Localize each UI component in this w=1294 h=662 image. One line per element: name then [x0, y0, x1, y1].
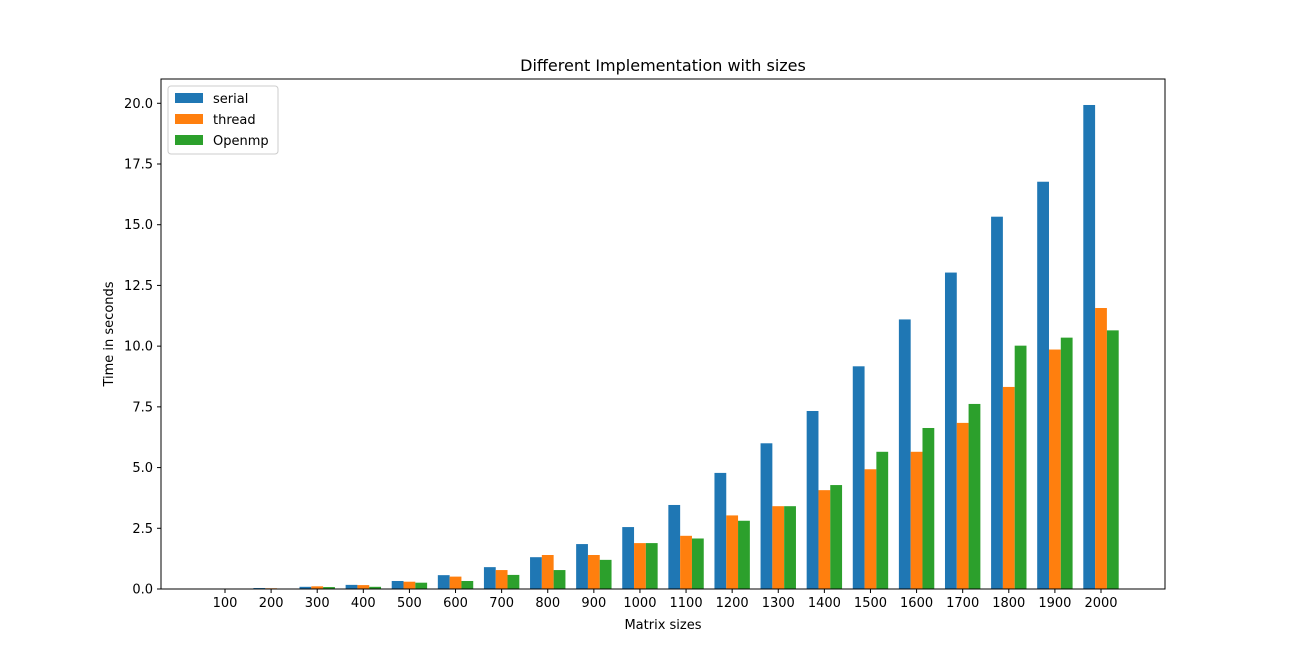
bar-serial-1900: [1037, 181, 1049, 590]
bar-thread-1200: [726, 515, 739, 589]
x-tick-label: 800: [535, 596, 560, 611]
bar-thread-1700: [956, 422, 969, 589]
x-tick-label: 1500: [854, 596, 887, 611]
bar-serial-1700: [944, 272, 957, 589]
y-tick-label: 7.5: [132, 400, 153, 415]
bar-serial-1400: [806, 410, 819, 589]
bar-serial-1300: [760, 443, 773, 589]
x-tick-label: 1300: [762, 596, 795, 611]
y-axis-label: Time in seconds: [102, 281, 117, 387]
bar-openmp-600: [461, 580, 474, 589]
x-tick-label: 600: [443, 596, 468, 611]
bar-serial-1000: [622, 527, 635, 589]
bar-openmp-1700: [968, 403, 981, 589]
x-tick-label: 2000: [1084, 596, 1117, 611]
bar-serial-900: [576, 544, 588, 589]
legend-label-openmp: Openmp: [213, 134, 269, 149]
x-tick-label: 1400: [808, 596, 841, 611]
bar-openmp-300: [323, 587, 335, 589]
bars-layer: [207, 104, 1119, 590]
x-tick-label: 1600: [900, 596, 933, 611]
x-tick-label: 300: [305, 596, 330, 611]
bar-thread-1600: [910, 451, 923, 589]
y-tick-label: 5.0: [132, 461, 153, 476]
x-tick-label: 100: [213, 596, 238, 611]
y-tick-label: 15.0: [124, 218, 153, 233]
x-axis-label: Matrix sizes: [624, 618, 701, 633]
bar-openmp-700: [507, 574, 520, 589]
plot-area-frame: [160, 78, 1166, 590]
bar-thread-1800: [1002, 386, 1015, 589]
bar-serial-600: [437, 575, 450, 589]
bar-serial-1800: [991, 216, 1003, 589]
bar-thread-1100: [680, 535, 692, 589]
y-tick-label: 17.5: [124, 158, 153, 173]
bar-openmp-800: [553, 570, 566, 589]
bar-serial-2000: [1083, 104, 1096, 590]
bar-thread-900: [587, 555, 600, 589]
bar-thread-300: [311, 586, 324, 589]
bar-thread-2000: [1095, 308, 1107, 589]
x-tick-label: 500: [397, 596, 422, 611]
bar-thread-400: [357, 585, 370, 589]
bar-openmp-1000: [645, 543, 658, 589]
x-tick-label: 1800: [992, 596, 1025, 611]
bar-serial-1200: [714, 472, 727, 589]
y-tick-label: 2.5: [132, 522, 153, 537]
bar-thread-700: [495, 570, 508, 589]
bar-openmp-900: [599, 559, 612, 589]
x-tick-label: 400: [351, 596, 376, 611]
bar-thread-1300: [772, 506, 785, 589]
bar-openmp-1800: [1014, 345, 1027, 589]
x-tick-label: 700: [489, 596, 514, 611]
bar-thread-500: [403, 581, 416, 589]
legend-swatch-thread: [175, 114, 203, 124]
x-tick-label: 1100: [670, 596, 703, 611]
chart-title: Different Implementation with sizes: [520, 56, 806, 75]
legend: serial thread Openmp: [167, 85, 279, 155]
bar-serial-400: [345, 584, 358, 589]
bar-thread-600: [449, 576, 462, 589]
y-tick-label: 0.0: [132, 583, 153, 598]
bar-openmp-1600: [922, 427, 935, 589]
x-tick-label: 200: [259, 596, 284, 611]
x-tick-label: 1700: [946, 596, 979, 611]
bar-serial-1100: [668, 504, 681, 589]
x-tick-label: 1900: [1038, 596, 1071, 611]
bar-openmp-1200: [738, 520, 750, 589]
bar-openmp-1300: [784, 506, 796, 589]
bar-thread-1500: [864, 469, 877, 589]
legend-label-thread: thread: [213, 113, 256, 128]
axes-layer: 100 200 300 400 500 600 700 800 900 1000 1100 1200 1…: [124, 97, 1118, 611]
x-tick-label: 1000: [623, 596, 656, 611]
y-tick-label: 10.0: [124, 340, 153, 355]
y-tick-label: 12.5: [124, 279, 153, 294]
bar-openmp-1900: [1060, 337, 1073, 589]
x-tick-label: 1200: [716, 596, 749, 611]
bar-openmp-1500: [876, 451, 889, 589]
bar-openmp-1400: [830, 485, 843, 589]
bar-openmp-2000: [1106, 330, 1119, 589]
bar-openmp-400: [369, 586, 382, 589]
legend-label-serial: serial: [213, 92, 248, 107]
bar-thread-1000: [634, 543, 646, 589]
bar-serial-500: [391, 580, 404, 589]
bar-openmp-500: [415, 582, 428, 589]
bar-serial-300: [299, 586, 312, 589]
x-tick-label: 900: [581, 596, 606, 611]
bar-serial-800: [530, 557, 542, 589]
bar-thread-800: [541, 555, 554, 589]
legend-swatch-serial: [175, 93, 203, 103]
bar-thread-1900: [1048, 349, 1061, 589]
bar-serial-1600: [898, 319, 911, 589]
legend-swatch-openmp: [175, 135, 203, 145]
bar-thread-1400: [818, 490, 831, 589]
bar-serial-700: [483, 567, 496, 589]
y-tick-label: 20.0: [124, 97, 153, 112]
bar-serial-1500: [852, 366, 865, 589]
bar-openmp-1100: [691, 538, 704, 589]
